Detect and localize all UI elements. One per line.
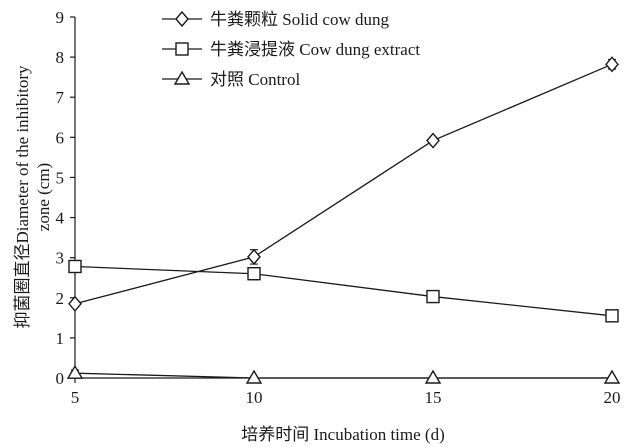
- series-square: [68, 259, 619, 323]
- data-point-square: [68, 259, 82, 274]
- series-diamond: [68, 56, 619, 312]
- x-tick-label: 5: [71, 388, 80, 407]
- legend-item: 牛粪颗粒 Solid cow dung: [162, 10, 389, 29]
- data-point-square: [605, 309, 619, 323]
- data-point-square: [426, 289, 440, 304]
- legend-marker-diamond: [175, 10, 189, 28]
- data-point-diamond: [605, 56, 619, 73]
- data-point-triangle: [603, 369, 621, 384]
- y-ticks: 0 1 2 3 4 5 6 7 8 9: [56, 8, 75, 388]
- legend-marker-square: [175, 42, 189, 56]
- legend-label: 牛粪浸提液 Cow dung extract: [210, 40, 420, 59]
- x-ticks: 5 10 15 20: [71, 378, 621, 407]
- data-point-triangle: [424, 369, 442, 384]
- y-tick-label: 3: [56, 249, 65, 268]
- series-triangle: [66, 364, 621, 384]
- y-tick-label: 1: [56, 329, 65, 348]
- y-axis-label: 抑菌圈直径Diameter of the inhibitory zone (cm…: [13, 65, 53, 328]
- y-tick-label: 2: [56, 289, 65, 308]
- data-point-diamond: [247, 248, 261, 265]
- data-point-diamond: [68, 295, 82, 312]
- data-point-diamond: [426, 132, 440, 149]
- legend-label: 牛粪颗粒 Solid cow dung: [210, 10, 389, 29]
- x-tick-label: 10: [246, 388, 263, 407]
- y-tick-label: 8: [56, 48, 65, 67]
- legend-label: 对照 Control: [210, 70, 300, 89]
- y-axis-label-line-1: 抑菌圈直径Diameter of the inhibitory: [13, 65, 32, 328]
- y-tick-label: 7: [56, 88, 65, 107]
- axes: [74, 17, 612, 379]
- x-tick-label: 20: [604, 388, 621, 407]
- legend-item: 牛粪浸提液 Cow dung extract: [162, 40, 420, 59]
- y-tick-label: 4: [56, 209, 65, 228]
- x-axis-label: 培养时间 Incubation time (d): [241, 425, 445, 444]
- x-tick-label: 15: [425, 388, 442, 407]
- legend-marker-triangle: [173, 70, 191, 85]
- data-point-square: [247, 267, 261, 281]
- y-tick-label: 9: [56, 8, 65, 27]
- y-tick-label: 5: [56, 168, 65, 187]
- series-line: [74, 265, 613, 317]
- data-point-triangle: [66, 364, 84, 379]
- legend: 牛粪颗粒 Solid cow dung 牛粪浸提液 Cow dung extrac…: [162, 10, 420, 89]
- data-point-triangle: [245, 369, 263, 384]
- legend-item: 对照 Control: [162, 70, 300, 89]
- series-layer: [66, 56, 621, 384]
- series-line: [74, 63, 613, 305]
- y-axis-label-line-2: zone (cm): [34, 163, 53, 231]
- series-line: [74, 372, 612, 379]
- y-tick-label: 6: [56, 128, 65, 147]
- y-tick-label: 0: [56, 369, 65, 388]
